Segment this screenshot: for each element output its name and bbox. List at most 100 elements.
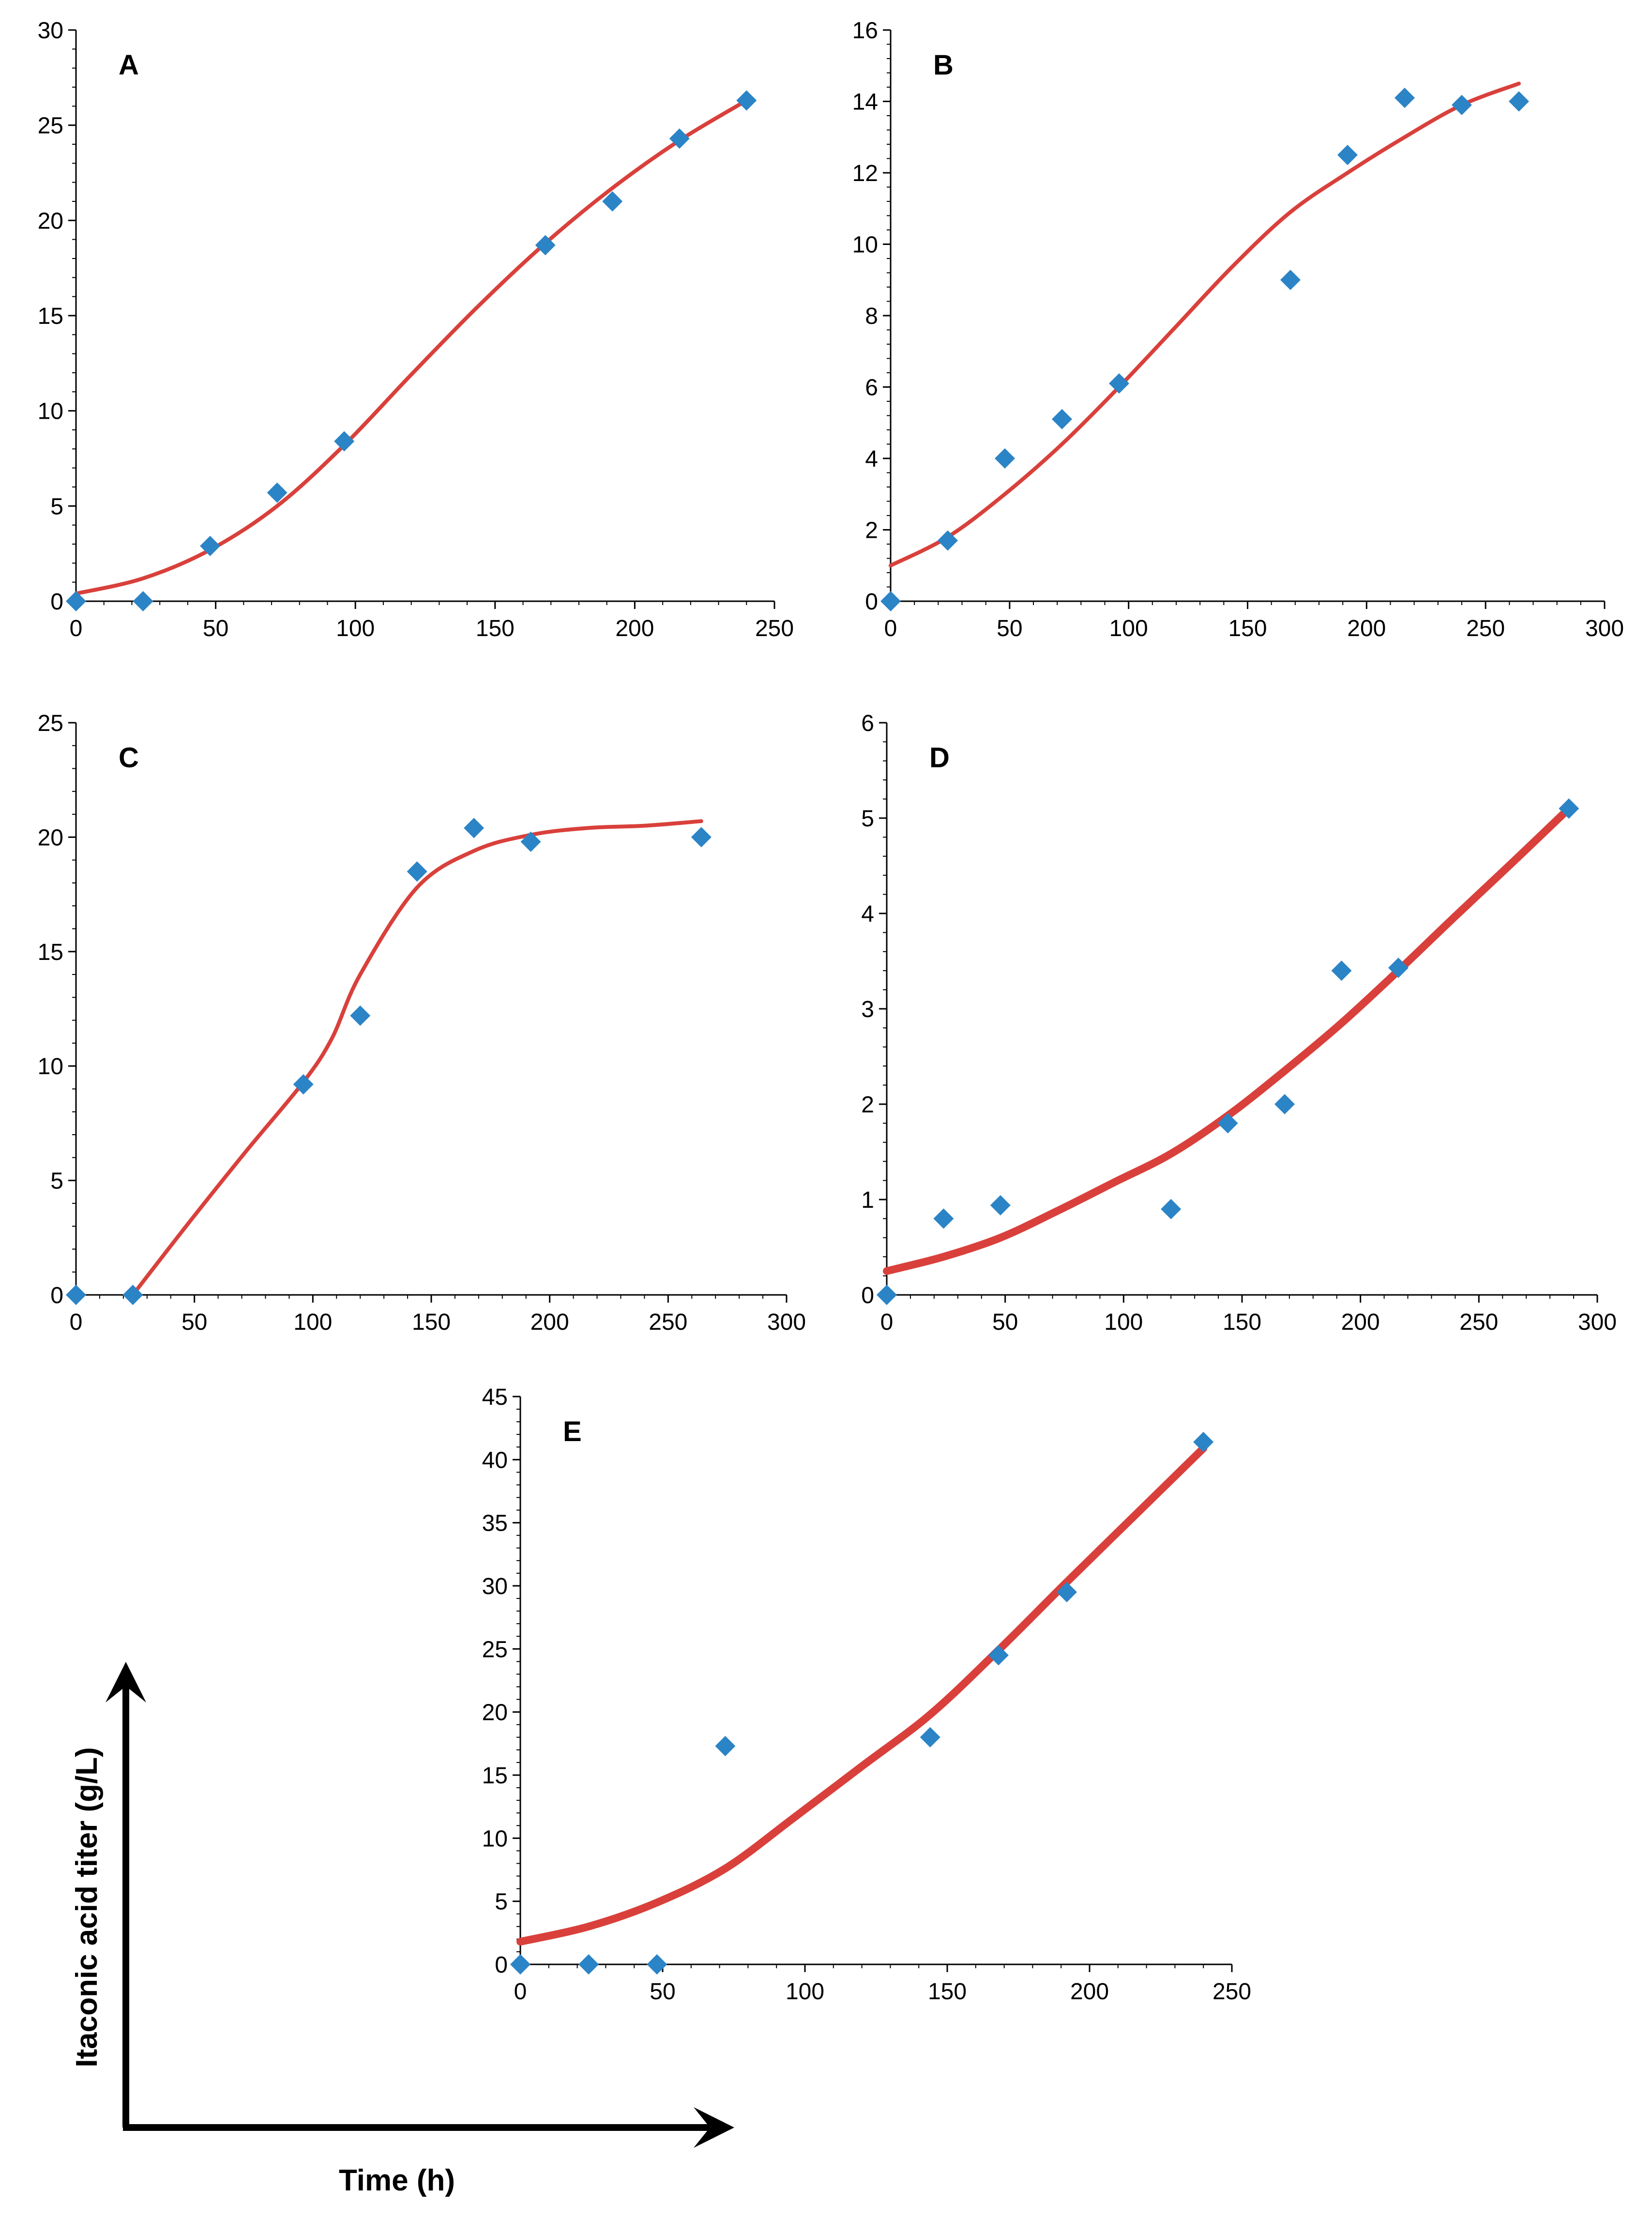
panel-letter: A <box>119 49 139 81</box>
data-point <box>520 831 541 852</box>
panel-letter: E <box>563 1416 582 1447</box>
y-tick-label: 3 <box>861 997 874 1022</box>
x-tick-label: 50 <box>992 1309 1018 1335</box>
panel-letter: D <box>929 742 950 774</box>
data-point <box>350 1005 371 1026</box>
data-point <box>736 90 757 111</box>
x-tick-label: 150 <box>412 1309 451 1335</box>
fit-line <box>131 819 703 1297</box>
y-tick-label: 30 <box>38 18 63 44</box>
y-tick-label: 20 <box>38 208 63 234</box>
y-tick-label: 20 <box>38 825 63 851</box>
y-tick-label: 14 <box>852 90 878 115</box>
x-tick-label: 300 <box>1585 616 1624 641</box>
y-tick-label: 5 <box>50 1169 63 1194</box>
data-point <box>880 591 901 611</box>
x-tick-label: 250 <box>1459 1309 1498 1335</box>
data-point <box>133 591 153 611</box>
data-point <box>1280 270 1301 290</box>
data-point <box>464 818 485 838</box>
x-tick-label: 100 <box>293 1309 332 1335</box>
y-tick-label: 2 <box>861 1092 874 1118</box>
data-point <box>1217 1113 1238 1134</box>
x-tick-label: 150 <box>476 616 515 641</box>
y-tick-label: 0 <box>495 1952 508 1978</box>
data-point <box>407 861 427 882</box>
y-tick-label: 10 <box>482 1826 508 1852</box>
x-tick-label: 0 <box>880 1309 894 1335</box>
panel-letter: C <box>119 742 139 774</box>
x-tick-label: 250 <box>649 1309 687 1335</box>
data-point <box>1161 1199 1182 1219</box>
data-point <box>602 191 623 212</box>
x-tick-label: 0 <box>884 616 897 641</box>
x-tick-label: 0 <box>514 1979 527 2005</box>
y-axis-label: Itaconic acid titer (g/L) <box>70 1747 104 2067</box>
x-tick-label: 250 <box>1212 1979 1251 2005</box>
y-tick-label: 10 <box>38 1054 63 1079</box>
y-tick-label: 25 <box>38 113 63 139</box>
y-tick-label: 5 <box>50 494 63 519</box>
y-tick-label: 0 <box>50 1283 63 1308</box>
x-tick-label: 200 <box>530 1309 569 1335</box>
x-tick-label: 250 <box>755 616 794 641</box>
data-point <box>988 1645 1009 1666</box>
y-tick-label: 25 <box>38 711 63 736</box>
data-point <box>122 1285 143 1305</box>
data-point <box>1109 373 1129 394</box>
data-point <box>66 1285 86 1305</box>
data-point <box>578 1954 599 1975</box>
y-tick-label: 35 <box>482 1511 508 1536</box>
data-point <box>1193 1431 1214 1452</box>
y-tick-label: 15 <box>38 304 63 329</box>
y-tick-label: 0 <box>865 589 878 615</box>
y-tick-label: 6 <box>865 375 878 401</box>
data-point <box>1388 958 1409 978</box>
x-tick-label: 50 <box>182 1309 207 1335</box>
y-tick-label: 16 <box>852 18 878 44</box>
data-point <box>1331 960 1352 981</box>
data-point <box>1337 145 1358 166</box>
data-point <box>510 1954 530 1975</box>
y-tick-label: 10 <box>38 399 63 425</box>
y-tick-label: 20 <box>482 1700 508 1726</box>
x-tick-label: 150 <box>1228 616 1267 641</box>
x-tick-label: 200 <box>1347 616 1386 641</box>
fit-line <box>883 805 1573 1275</box>
x-tick-label: 100 <box>336 616 375 641</box>
y-tick-label: 45 <box>482 1384 508 1410</box>
x-tick-label: 200 <box>1070 1979 1109 2005</box>
y-tick-label: 5 <box>861 806 874 832</box>
y-tick-label: 25 <box>482 1637 508 1662</box>
data-point <box>334 431 355 452</box>
data-point <box>200 535 221 556</box>
panel-letter: B <box>933 49 954 81</box>
data-point <box>1394 88 1415 108</box>
data-point <box>1274 1094 1295 1114</box>
y-tick-label: 0 <box>50 589 63 615</box>
data-point <box>938 530 958 551</box>
x-tick-label: 100 <box>1109 616 1148 641</box>
y-tick-label: 4 <box>861 901 874 927</box>
x-tick-label: 100 <box>1104 1309 1143 1335</box>
y-tick-label: 15 <box>482 1763 508 1789</box>
data-point <box>1509 91 1529 112</box>
data-point <box>715 1736 736 1757</box>
chart-panel-a: 0 5 10 15 20 25 30 0 50 100 150 200 250 A <box>38 18 794 641</box>
x-tick-label: 50 <box>650 1979 675 2005</box>
data-point <box>669 128 690 149</box>
x-tick-label: 0 <box>70 1309 83 1335</box>
x-tick-label: 200 <box>615 616 654 641</box>
y-tick-label: 1 <box>861 1187 874 1213</box>
data-point <box>535 235 556 256</box>
data-point <box>990 1195 1011 1216</box>
y-tick-label: 40 <box>482 1447 508 1473</box>
y-tick-label: 30 <box>482 1574 508 1599</box>
x-tick-label: 200 <box>1341 1309 1380 1335</box>
data-point <box>1559 798 1579 819</box>
data-point <box>647 1954 667 1975</box>
y-tick-label: 0 <box>861 1283 874 1308</box>
